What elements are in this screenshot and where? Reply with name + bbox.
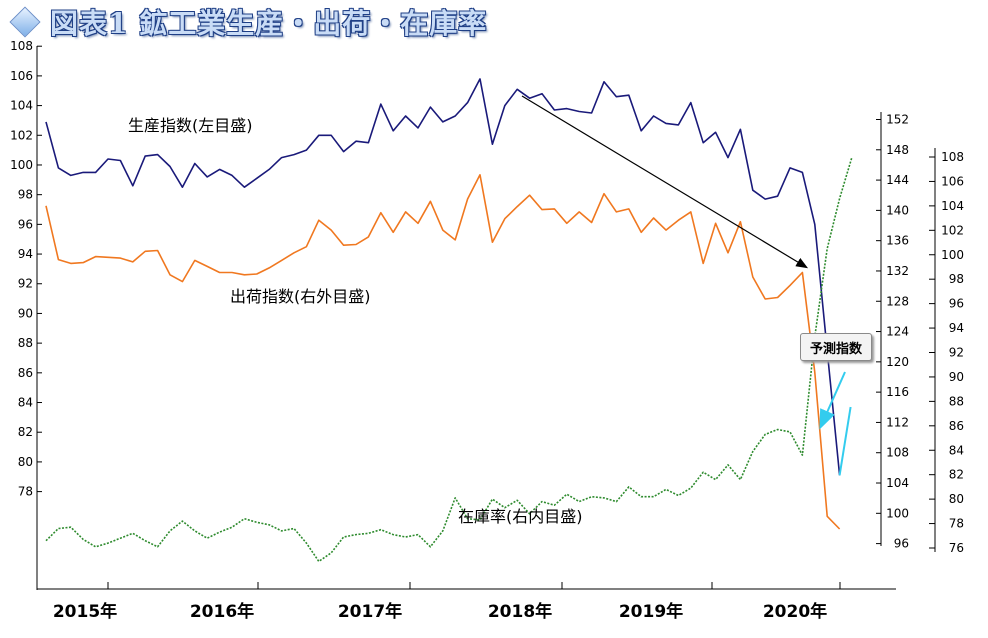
right-inner-tick-label: 98 <box>949 272 964 286</box>
right-outer-tick-label: 112 <box>886 415 909 429</box>
shipments-annotation: 出荷指数(右外目盛) <box>230 287 371 306</box>
x-tick-label: 2020年 <box>763 601 827 622</box>
series-line-production <box>45 78 841 476</box>
left-tick-label: 98 <box>18 188 33 202</box>
series-line-shipments <box>45 174 841 530</box>
left-tick-label: 82 <box>18 425 33 439</box>
chart-title-group: 図表1 鉱工業生産・出荷・在庫率 <box>8 2 487 42</box>
left-tick-label: 106 <box>10 69 33 83</box>
right-outer-tick-label: 128 <box>886 294 909 308</box>
right-inner-tick-label: 108 <box>941 150 964 164</box>
right-inner-tick-label: 100 <box>941 248 964 262</box>
production-annotation: 生産指数(左目盛) <box>128 116 253 135</box>
right-inner-tick-label: 92 <box>949 346 964 360</box>
right-inner-tick-label: 96 <box>949 297 964 311</box>
left-tick-label: 102 <box>10 128 33 142</box>
right-inner-tick-label: 84 <box>949 443 964 457</box>
right-inner-tick-label: 86 <box>949 419 964 433</box>
chart-title: 図表1 鉱工業生産・出荷・在庫率 <box>50 7 488 40</box>
right-outer-tick-label: 152 <box>886 113 909 127</box>
left-tick-label: 104 <box>10 99 33 113</box>
left-tick-label: 92 <box>18 277 33 291</box>
right-inner-tick-label: 78 <box>949 517 964 531</box>
left-tick-label: 86 <box>18 366 33 380</box>
left-tick-label: 94 <box>18 247 33 261</box>
right-inner-tick-label: 88 <box>949 394 964 408</box>
inventory-annotation: 在庫率(右内目盛) <box>458 507 583 526</box>
right-outer-tick-label: 96 <box>894 537 909 551</box>
right-outer-tick-label: 136 <box>886 234 909 248</box>
right-inner-tick-label: 76 <box>949 541 964 555</box>
left-tick-label: 90 <box>18 306 33 320</box>
annotation-layer: 生産指数(左目盛) 出荷指数(右外目盛) 在庫率(右内目盛) <box>128 116 583 526</box>
right-inner-tick-label: 82 <box>949 468 964 482</box>
left-tick-label: 96 <box>18 217 33 231</box>
right-inner-tick-label: 90 <box>949 370 964 384</box>
x-tick-label: 2018年 <box>488 601 552 622</box>
series-line-inventory <box>45 156 853 563</box>
series-line-forecast <box>838 406 852 476</box>
right-inner-tick-label: 104 <box>941 199 964 213</box>
left-tick-label: 100 <box>10 158 33 172</box>
x-tick-label: 2017年 <box>338 601 402 622</box>
x-tick-label: 2015年 <box>53 601 117 622</box>
right-outer-tick-label: 148 <box>886 143 909 157</box>
right-outer-tick-label: 144 <box>886 173 909 187</box>
x-tick-label: 2019年 <box>619 601 683 622</box>
forecast-pointer-arrow <box>819 371 846 430</box>
right-outer-tick-label: 108 <box>886 446 909 460</box>
x-tick-label: 2016年 <box>190 601 254 622</box>
left-tick-label: 88 <box>18 336 33 350</box>
series-layer <box>45 78 853 563</box>
left-tick-label: 108 <box>10 39 33 53</box>
left-tick-label: 84 <box>18 396 33 410</box>
right-inner-tick-label: 94 <box>949 321 964 335</box>
left-tick-label: 78 <box>18 485 33 499</box>
right-inner-tick-label: 102 <box>941 223 964 237</box>
right-outer-tick-label: 140 <box>886 203 909 217</box>
trend-arrow <box>521 95 809 269</box>
right-outer-tick-label: 124 <box>886 325 909 339</box>
right-inner-tick-label: 80 <box>949 492 964 506</box>
forecast-callout: 予測指数 <box>800 333 872 361</box>
right-inner-tick-label: 106 <box>941 174 964 188</box>
right-outer-tick-label: 120 <box>886 355 909 369</box>
right-outer-tick-label: 104 <box>886 476 909 490</box>
left-tick-label: 80 <box>18 455 33 469</box>
axes-layer: 108 106 104 102 100 98 96 94 92 90 88 86 84 82 80 78 152… <box>10 39 964 622</box>
right-outer-tick-label: 100 <box>886 506 909 520</box>
right-outer-tick-label: 116 <box>886 385 909 399</box>
right-outer-tick-label: 132 <box>886 264 909 278</box>
